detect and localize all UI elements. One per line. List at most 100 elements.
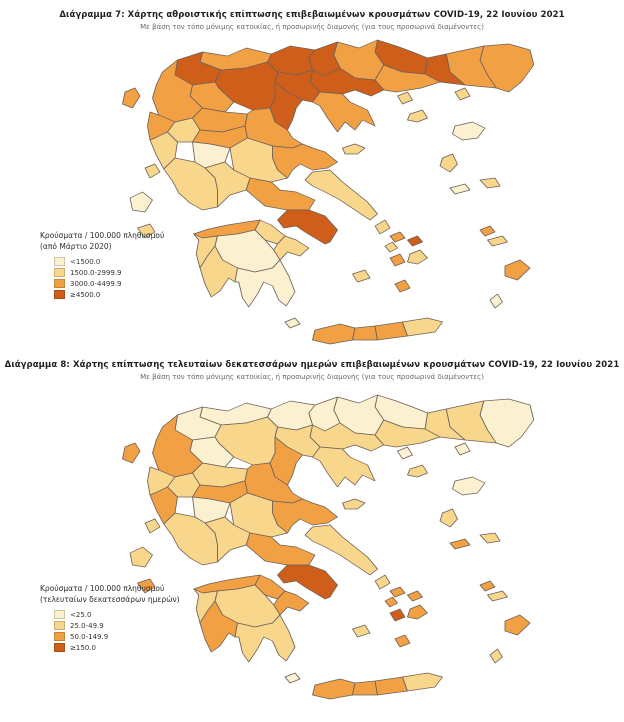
legend-title-line2: (τελευταίων δεκατεσσάρων ημερών) <box>40 595 180 604</box>
region-chios <box>439 508 458 528</box>
region-sporades <box>342 498 366 510</box>
diagram-7-subtitle: Με βάση τον τόπο μόνιμης κατοικίας, ή πρ… <box>140 23 484 31</box>
region-lesvos <box>452 476 486 496</box>
region-rhodes <box>504 259 531 281</box>
region-aetolia-acarnania <box>163 512 218 566</box>
region-ikaria <box>449 183 471 195</box>
region-argolis <box>273 590 310 616</box>
region-corfu <box>122 442 141 464</box>
region-ikaria <box>449 538 471 550</box>
legend-swatch-class4 <box>54 290 65 299</box>
region-chalkidiki <box>312 446 376 488</box>
region-chania <box>312 678 356 700</box>
region-aetolia-acarnania <box>163 157 218 211</box>
region-attica <box>277 209 338 245</box>
region-phthiotis <box>229 137 288 183</box>
region-lasithi <box>402 317 443 337</box>
region-thasos <box>397 91 413 105</box>
region-kefalonia <box>129 546 153 568</box>
region-laconia <box>234 614 296 663</box>
legend-label-class1: <25.0 <box>70 610 92 619</box>
region-boeotia <box>245 177 316 211</box>
region-lefkada <box>144 518 161 534</box>
region-rethymno <box>352 325 378 341</box>
region-kythira <box>284 672 301 684</box>
legend-label-class4: ≥150.0 <box>70 643 96 652</box>
legend-row: 50.0-149.9 <box>54 631 180 642</box>
legend-row: 3000.0-4499.9 <box>54 278 164 289</box>
region-mykonos <box>407 590 423 602</box>
legend-label-class3: 3000.0-4499.9 <box>70 279 122 288</box>
region-paros <box>389 608 406 622</box>
legend-label-class1: <1500.0 <box>70 257 101 266</box>
region-samos <box>479 532 501 544</box>
legend-title: Κρούσματα / 100.000 πληθυσμού <box>40 584 165 593</box>
legend-title-line2: (από Μάρτιο 2020) <box>40 242 112 251</box>
legend-swatch-class1 <box>54 610 65 619</box>
region-larissa <box>244 107 303 149</box>
diagram-7-title: Διάγραμμα 7: Χάρτης αθροιστικής επίπτωση… <box>59 10 565 20</box>
region-syros <box>384 241 398 253</box>
greece-map-14day <box>122 394 535 700</box>
legend-swatch-class3 <box>54 632 65 641</box>
legend-cumulative: Κρούσματα / 100.000 πληθυσμού (από Μάρτι… <box>40 230 164 300</box>
region-andros <box>374 219 391 235</box>
region-euboea <box>304 524 378 576</box>
region-corfu <box>122 87 141 109</box>
region-rhodes <box>504 614 531 636</box>
region-kalymnos <box>479 225 496 237</box>
region-zakynthos <box>137 223 156 239</box>
region-tinos <box>389 231 406 243</box>
legend-row: <25.0 <box>54 609 180 620</box>
legend-label-class2: 25.0-49.9 <box>70 621 104 630</box>
diagram-8-subtitle: Με βάση τον τόπο μόνιμης κατοικίας, ή πρ… <box>140 373 484 381</box>
region-limnos <box>407 109 428 123</box>
region-preveza <box>149 486 178 525</box>
region-larissa <box>244 462 303 504</box>
greece-map-cumulative <box>122 39 535 345</box>
region-santorini <box>394 634 411 648</box>
legend-label-class2: 1500.0-2999.9 <box>70 268 122 277</box>
region-preveza <box>149 131 178 170</box>
region-tinos <box>389 586 406 598</box>
legend-swatch-class2 <box>54 621 65 630</box>
region-heraklion <box>374 676 408 696</box>
region-kalymnos <box>479 580 496 592</box>
region-santorini <box>394 279 411 293</box>
region-kos <box>487 590 508 602</box>
region-chios <box>439 153 458 173</box>
region-chalkidiki <box>312 91 376 133</box>
region-karpathos <box>489 293 503 309</box>
diagram-8-panel: Διάγραμμα 8: Χάρτης επίπτωσης τελευταίων… <box>0 350 624 722</box>
region-lefkada <box>144 163 161 179</box>
region-mykonos <box>407 235 423 247</box>
region-naxos <box>407 604 428 620</box>
region-milos <box>352 269 371 283</box>
region-paros <box>389 253 406 267</box>
legend-row: ≥4500.0 <box>54 289 164 300</box>
region-euboea <box>304 169 378 221</box>
region-rethymno <box>352 680 378 696</box>
region-samos <box>479 177 501 189</box>
region-karpathos <box>489 648 503 664</box>
region-kos <box>487 235 508 247</box>
region-boeotia <box>245 532 316 566</box>
legend-swatch-class2 <box>54 268 65 277</box>
legend-row: 25.0-49.9 <box>54 620 180 631</box>
region-phthiotis <box>229 492 288 538</box>
region-attica <box>277 564 338 600</box>
legend-label-class3: 50.0-149.9 <box>70 632 109 641</box>
region-syros <box>384 596 398 608</box>
region-samothrace <box>454 87 471 101</box>
diagram-8-title: Διάγραμμα 8: Χάρτης επίπτωσης τελευταίων… <box>4 360 620 370</box>
diagram-7-panel: Διάγραμμα 7: Χάρτης αθροιστικής επίπτωση… <box>0 0 624 350</box>
region-lasithi <box>402 672 443 692</box>
region-lesvos <box>452 121 486 141</box>
region-naxos <box>407 249 428 265</box>
legend-swatch-class1 <box>54 257 65 266</box>
legend-14day: Κρούσματα / 100.000 πληθυσμού (τελευταίω… <box>40 583 180 653</box>
region-kythira <box>284 317 301 329</box>
region-kefalonia <box>129 191 153 213</box>
region-sporades <box>342 143 366 155</box>
legend-swatch-class4 <box>54 643 65 652</box>
